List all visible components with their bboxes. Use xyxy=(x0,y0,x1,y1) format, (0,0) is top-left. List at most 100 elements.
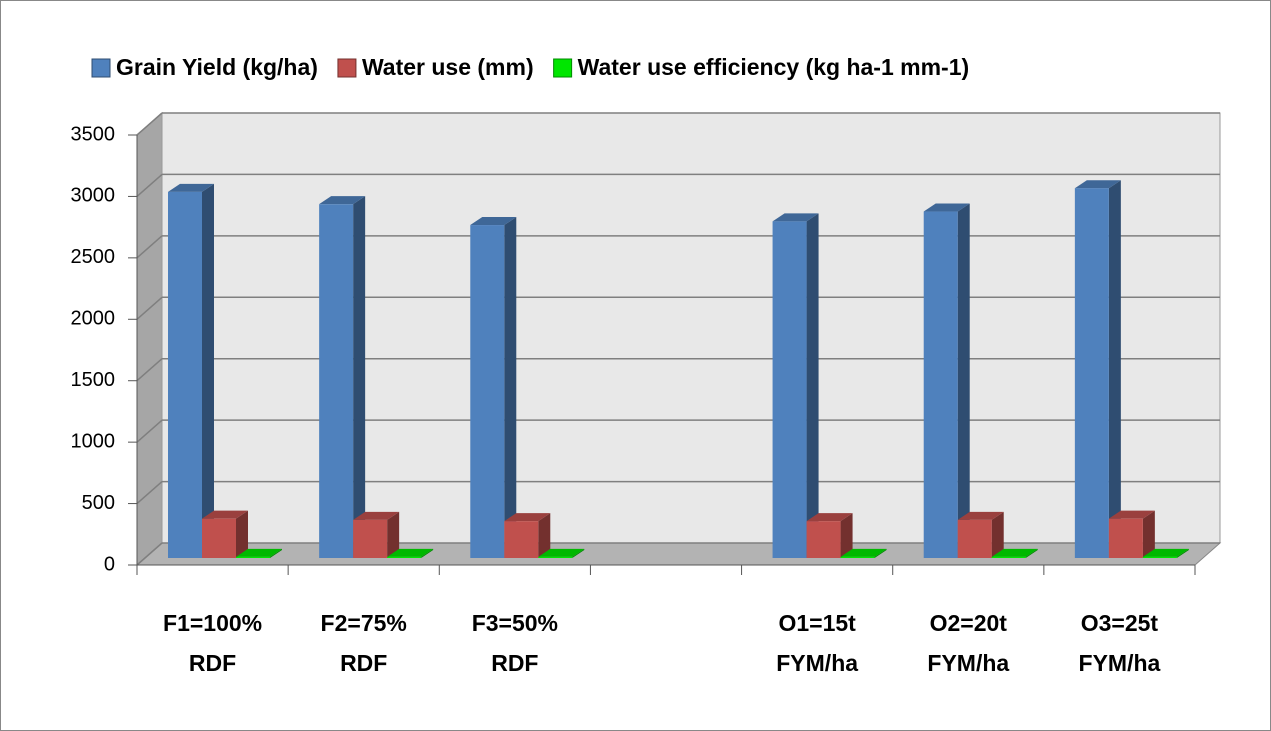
bar xyxy=(991,548,1038,558)
legend-swatch xyxy=(91,58,111,78)
bar xyxy=(840,548,887,558)
bar-top xyxy=(202,510,248,519)
bar-front xyxy=(957,519,992,558)
bar-front xyxy=(387,556,422,558)
bar-side xyxy=(1025,548,1038,558)
bar-front xyxy=(319,204,354,558)
floor xyxy=(135,542,1222,566)
bar-top xyxy=(168,183,214,192)
bar xyxy=(504,513,551,558)
left-wall xyxy=(136,111,163,567)
bar-front xyxy=(538,556,573,558)
y-tick-label: 2500 xyxy=(71,246,116,268)
bar-front xyxy=(991,556,1026,558)
bar-front xyxy=(168,191,202,558)
bar-top xyxy=(470,217,517,226)
bar-side xyxy=(1176,548,1189,558)
bar-top xyxy=(840,548,887,557)
x-tick-label: F2=75% RDF xyxy=(321,610,407,676)
bar xyxy=(236,548,282,558)
grid-line-side xyxy=(136,112,163,136)
grid-line-side xyxy=(136,173,163,197)
bar-front xyxy=(1108,518,1143,558)
bar-top xyxy=(923,203,970,212)
y-tick-label: 1500 xyxy=(71,369,116,391)
y-tick-label: 500 xyxy=(82,492,115,514)
bar-side xyxy=(236,510,248,558)
bar xyxy=(806,513,853,558)
legend-swatch xyxy=(553,58,573,78)
bar xyxy=(353,511,400,558)
bar xyxy=(387,548,434,558)
x-tick-label: F1=100% RDF xyxy=(163,610,262,676)
bar-side xyxy=(353,196,366,558)
bar-top xyxy=(1074,180,1121,189)
bar-side xyxy=(840,513,853,558)
bar xyxy=(538,548,585,558)
bar xyxy=(319,196,366,558)
legend-label: Water use efficiency (kg ha-1 mm-1) xyxy=(578,54,970,80)
bar xyxy=(1074,180,1121,558)
grid-line-side xyxy=(136,419,163,443)
legend-label: Water use (mm) xyxy=(362,54,534,80)
bar-side xyxy=(538,513,551,558)
bar-front xyxy=(840,556,875,558)
bar-front xyxy=(772,221,807,558)
bar xyxy=(202,510,248,558)
bar-top xyxy=(772,213,819,222)
bar-side xyxy=(270,548,282,558)
bar-top xyxy=(1142,548,1189,557)
bar-side xyxy=(504,217,517,559)
bar-side xyxy=(806,213,819,558)
bar-side xyxy=(572,548,585,558)
bar-top xyxy=(1108,510,1155,519)
bar xyxy=(1142,548,1189,558)
bar-top xyxy=(957,511,1004,520)
legend-swatch xyxy=(337,58,357,78)
bar-front xyxy=(504,521,539,558)
bar-side xyxy=(202,183,214,558)
bar xyxy=(772,213,819,558)
x-tick-label: O2=20t FYM/ha xyxy=(927,610,1009,676)
y-tick-label: 3000 xyxy=(71,185,116,207)
y-tick-label: 2000 xyxy=(71,308,116,330)
bar-side xyxy=(387,511,400,558)
grid-line-side xyxy=(136,542,163,566)
bar-front xyxy=(1074,188,1109,558)
x-tick-label: O3=25t FYM/ha xyxy=(1079,610,1161,676)
bar-front xyxy=(1142,556,1177,558)
bar-side xyxy=(874,548,887,558)
grid-line-side xyxy=(136,358,163,382)
bar-top xyxy=(504,513,551,522)
bar-side xyxy=(421,548,434,558)
y-tick-label: 0 xyxy=(104,553,115,575)
bar-side xyxy=(991,511,1004,558)
bar-front xyxy=(202,518,236,558)
bar-top xyxy=(387,548,434,557)
y-tick-label: 1000 xyxy=(71,430,116,452)
bar xyxy=(1108,510,1155,558)
bar-top xyxy=(236,548,282,557)
bar-side xyxy=(1108,180,1121,558)
bar-front xyxy=(806,521,841,558)
x-tick-label: F3=50% RDF xyxy=(472,610,558,676)
bar xyxy=(470,217,517,559)
grid-line-side xyxy=(136,296,163,320)
x-tick-label: O1=15t FYM/ha xyxy=(776,610,858,676)
bar-top xyxy=(538,548,585,557)
bar xyxy=(923,203,970,559)
bar-front xyxy=(236,556,270,558)
bar-top xyxy=(319,196,366,205)
bar-top xyxy=(806,513,853,522)
bar-front xyxy=(923,211,958,559)
legend-label: Grain Yield (kg/ha) xyxy=(116,54,318,80)
bar-front xyxy=(353,519,388,558)
bar-side xyxy=(957,203,970,559)
bar xyxy=(957,511,1004,558)
y-tick-label: 3500 xyxy=(71,123,116,145)
bar-top xyxy=(353,511,400,520)
grid-line-side xyxy=(136,235,163,259)
bar-side xyxy=(1142,510,1155,558)
bar xyxy=(168,183,214,558)
